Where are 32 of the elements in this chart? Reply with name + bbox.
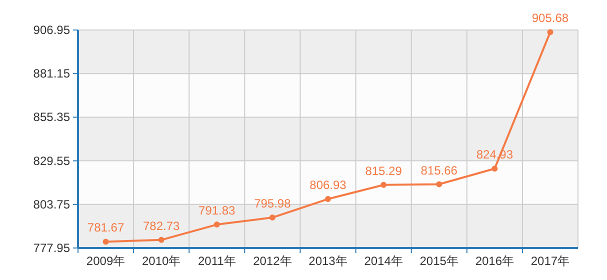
data-label: 815.29 [365, 164, 402, 178]
y-tick-label: 829.55 [33, 154, 70, 168]
point [380, 182, 387, 188]
data-label: 795.98 [254, 196, 292, 211]
point [436, 181, 442, 188]
y-tick-label: 906.95 [33, 23, 70, 37]
point [547, 29, 554, 36]
point [214, 222, 220, 228]
x-tick-label: 2015年 [420, 254, 458, 268]
y-tick-label: 881.15 [33, 66, 70, 81]
x-tick-label: 2017年 [530, 254, 570, 268]
x-tick-label: 2013年 [308, 254, 348, 268]
point [158, 236, 164, 243]
x-tick-label: 2009年 [86, 254, 126, 268]
y-tick-label: 855.35 [33, 110, 70, 124]
y-tick-label: 777.95 [33, 241, 70, 255]
x-tick-label: 2012年 [253, 254, 292, 268]
point [492, 166, 498, 172]
x-tick-label: 2011年 [198, 254, 236, 268]
point [102, 238, 109, 245]
x-tick-label: 2010年 [142, 254, 181, 268]
data-label: 791.83 [198, 204, 236, 218]
point [325, 196, 331, 202]
x-tick-label: 2016年 [475, 254, 514, 268]
data-label: 782.73 [142, 218, 180, 233]
data-label: 905.68 [532, 11, 569, 26]
data-label: 806.93 [310, 178, 347, 192]
x-tick-label: 2014年 [364, 254, 403, 268]
point [269, 214, 276, 221]
data-label: 815.66 [420, 163, 458, 178]
y-tick-label: 803.75 [33, 197, 70, 212]
data-label: 781.67 [87, 220, 124, 235]
